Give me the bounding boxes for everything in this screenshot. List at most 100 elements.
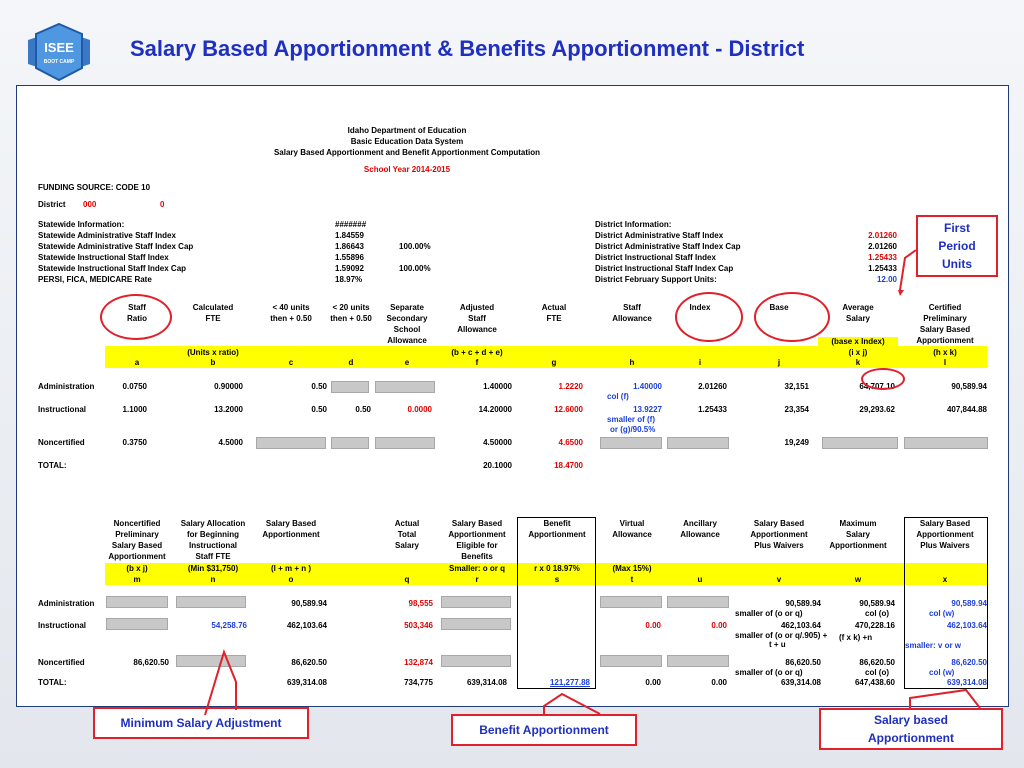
statewide-pct: 100.00% bbox=[399, 264, 431, 273]
cell-a: 0.0750 bbox=[122, 382, 147, 391]
bottom-column-header: Salary Allocation bbox=[180, 519, 246, 528]
note-v: smaller of (o or q/.905) + bbox=[735, 631, 828, 640]
cell-v: 90,589.94 bbox=[785, 599, 821, 608]
cell-f: 20.1000 bbox=[483, 461, 512, 470]
district-info-value: 2.01260 bbox=[868, 231, 897, 240]
minimum-salary-callout: Minimum Salary Adjustment bbox=[93, 707, 309, 739]
funding-source: FUNDING SOURCE: CODE 10 bbox=[38, 183, 151, 192]
gray-cell bbox=[441, 596, 511, 608]
statewide-label: Statewide Administrative Staff Index bbox=[38, 231, 176, 240]
cell-f: 14.20000 bbox=[478, 405, 512, 414]
top-column-header: Adjusted bbox=[459, 303, 495, 312]
district-label: District bbox=[38, 200, 66, 209]
column-letter: d bbox=[348, 358, 354, 367]
gray-cell bbox=[441, 655, 511, 667]
note-v: smaller of (o or q) bbox=[735, 668, 803, 677]
column-letter: t bbox=[630, 575, 634, 584]
formula-s: r x 0 18.97% bbox=[534, 564, 580, 573]
cell-g: 4.6500 bbox=[558, 438, 583, 447]
formula-o: (l + m + n ) bbox=[270, 564, 311, 573]
note-v2: t + u bbox=[769, 640, 786, 649]
sheet-header-line2: Basic Education Data System bbox=[350, 137, 464, 146]
gray-cell bbox=[176, 596, 246, 608]
gray-cell bbox=[331, 381, 369, 393]
top-letter-band bbox=[105, 346, 987, 368]
isee-bootcamp-logo: ISEE BOOT CAMP bbox=[28, 22, 90, 82]
row-label: TOTAL: bbox=[38, 678, 67, 687]
column-letter: r bbox=[475, 575, 479, 584]
note-x: col (w) bbox=[929, 609, 955, 618]
district-info-label: District Information: bbox=[595, 220, 672, 229]
staff-ratio-oval bbox=[100, 294, 172, 340]
formula-k: (i x j) bbox=[848, 348, 868, 357]
bottom-column-header: Apportionment bbox=[829, 541, 887, 550]
bottom-column-header: Plus Waivers bbox=[754, 541, 804, 550]
bottom-column-header: Virtual bbox=[619, 519, 645, 528]
column-letter: n bbox=[210, 575, 216, 584]
bottom-column-header: Benefit bbox=[543, 519, 571, 528]
cell-x: 639,314.08 bbox=[946, 678, 987, 687]
statewide-value: 1.86643 bbox=[335, 242, 364, 251]
bottom-column-header: Salary Based bbox=[451, 519, 503, 528]
bottom-column-header: Apportionment bbox=[528, 530, 586, 539]
bottom-column-header: Apportionment bbox=[108, 552, 166, 561]
cell-v: 639,314.08 bbox=[780, 678, 821, 687]
cell-f: 1.40000 bbox=[483, 382, 512, 391]
top-column-header: Calculated bbox=[192, 303, 234, 312]
statewide-label: Statewide Instructional Staff Index Cap bbox=[38, 264, 187, 273]
benefit-column-box bbox=[517, 517, 596, 689]
cell-h: 13.9227 bbox=[633, 405, 662, 414]
gray-cell bbox=[600, 437, 662, 449]
cell-j: 19,249 bbox=[784, 438, 809, 447]
column-letter: i bbox=[698, 358, 702, 367]
row-label: Administration bbox=[38, 599, 95, 608]
column-letter: x bbox=[942, 575, 948, 584]
top-column-header: Preliminary bbox=[923, 314, 967, 323]
cell-u: 0.00 bbox=[711, 621, 727, 630]
gray-cell bbox=[667, 596, 729, 608]
cell-u: 0.00 bbox=[711, 678, 727, 687]
formula-k-pre: (base x Index) bbox=[818, 337, 898, 347]
row-label: TOTAL: bbox=[38, 461, 67, 470]
note-v: smaller of (o or q) bbox=[735, 609, 803, 618]
row-label: Noncertified bbox=[38, 438, 85, 447]
column-letter: e bbox=[404, 358, 410, 367]
bottom-column-header: Total bbox=[397, 530, 417, 539]
district-info-label: District Administrative Staff Index Cap bbox=[595, 242, 741, 251]
gray-cell bbox=[375, 437, 435, 449]
cell-t: 0.00 bbox=[645, 621, 661, 630]
district-value: 0 bbox=[160, 200, 165, 209]
column-letter: w bbox=[854, 575, 862, 584]
statewide-value: 1.55896 bbox=[335, 253, 364, 262]
bottom-column-header: Preliminary bbox=[115, 530, 159, 539]
base-oval bbox=[754, 292, 830, 342]
row-label: Noncertified bbox=[38, 658, 85, 667]
cell-q: 734,775 bbox=[404, 678, 433, 687]
statewide-pct: 100.00% bbox=[399, 242, 431, 251]
column-letter: g bbox=[551, 358, 557, 367]
cell-w: 86,620.50 bbox=[859, 658, 895, 667]
formula-l: (h x k) bbox=[933, 348, 957, 357]
top-column-header: < 20 units bbox=[332, 303, 370, 312]
bottom-column-header: Salary Based bbox=[919, 519, 971, 528]
bottom-column-header: Apportionment bbox=[750, 530, 808, 539]
column-letter: f bbox=[475, 358, 479, 367]
bottom-column-header: Plus Waivers bbox=[920, 541, 970, 550]
cell-j: 23,354 bbox=[784, 405, 809, 414]
salary-plus-waivers-box bbox=[904, 517, 988, 689]
column-letter: j bbox=[777, 358, 781, 367]
note-h: smaller of (f) bbox=[607, 415, 656, 424]
cell-i: 2.01260 bbox=[698, 382, 727, 391]
bottom-column-header: Allowance bbox=[612, 530, 652, 539]
bottom-column-header: Salary Based bbox=[753, 519, 805, 528]
cell-a: 1.1000 bbox=[122, 405, 147, 414]
cell-e: 0.0000 bbox=[407, 405, 432, 414]
cell-f: 4.50000 bbox=[483, 438, 512, 447]
top-column-header: Salary bbox=[845, 314, 871, 323]
salary-based-callout: Salary based Apportionment bbox=[819, 708, 1003, 750]
column-letter: s bbox=[554, 575, 560, 584]
cell-x: 462,103.64 bbox=[946, 621, 987, 630]
bottom-column-header: Actual bbox=[394, 519, 420, 528]
bottom-column-header: Allowance bbox=[680, 530, 720, 539]
index-oval bbox=[675, 292, 743, 342]
